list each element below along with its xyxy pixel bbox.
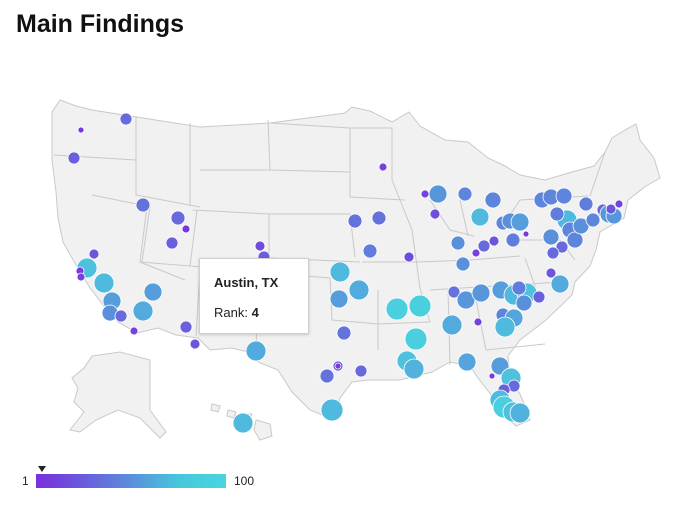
legend-min-label: 1	[22, 474, 29, 488]
city-dot[interactable]	[532, 290, 546, 304]
city-dot[interactable]	[329, 261, 351, 283]
color-legend: 1 100	[0, 464, 300, 504]
city-dot[interactable]	[511, 280, 527, 296]
city-dot[interactable]	[319, 368, 335, 384]
city-dot[interactable]	[555, 187, 573, 205]
city-dot[interactable]	[505, 232, 521, 248]
us-mainland-shape	[51, 99, 661, 427]
city-dot[interactable]	[254, 240, 266, 252]
city-dot[interactable]	[135, 197, 151, 213]
city-dot[interactable]	[566, 231, 584, 249]
city-dot[interactable]	[471, 248, 481, 258]
city-dot[interactable]	[93, 272, 115, 294]
city-dot[interactable]	[420, 189, 430, 199]
city-dot[interactable]	[354, 364, 368, 378]
city-dot[interactable]	[334, 362, 342, 370]
city-dot[interactable]	[114, 309, 128, 323]
city-dot[interactable]	[143, 282, 163, 302]
city-dot[interactable]	[347, 213, 363, 229]
city-dot[interactable]	[550, 274, 570, 294]
city-dot[interactable]	[441, 314, 463, 336]
tooltip-rank-value: 4	[251, 305, 259, 320]
city-dot[interactable]	[336, 325, 352, 341]
city-tooltip: Austin, TX Rank: 4	[199, 258, 309, 334]
city-dot[interactable]	[362, 243, 378, 259]
city-dot[interactable]	[473, 317, 483, 327]
city-dot[interactable]	[477, 239, 491, 253]
city-dot[interactable]	[429, 208, 441, 220]
alaska-shape	[69, 351, 167, 439]
page-title: Main Findings	[16, 10, 185, 38]
city-dot[interactable]	[170, 210, 186, 226]
city-dot[interactable]	[450, 235, 466, 251]
city-dots	[67, 112, 624, 434]
city-dot[interactable]	[542, 228, 560, 246]
city-dot[interactable]	[549, 206, 565, 222]
city-dot[interactable]	[585, 212, 601, 228]
city-dot[interactable]	[371, 210, 387, 226]
city-dot[interactable]	[408, 294, 432, 318]
hawaii-shape	[210, 403, 273, 441]
city-dot[interactable]	[378, 162, 388, 172]
city-dot[interactable]	[471, 283, 491, 303]
city-dot[interactable]	[470, 207, 490, 227]
city-dot[interactable]	[494, 316, 516, 338]
city-dot[interactable]	[457, 186, 473, 202]
tooltip-rank: Rank: 4	[214, 305, 259, 320]
city-dot[interactable]	[129, 326, 139, 336]
city-dot[interactable]	[67, 151, 81, 165]
city-dot[interactable]	[403, 358, 425, 380]
city-dot[interactable]	[119, 112, 133, 126]
city-dot[interactable]	[488, 372, 496, 380]
city-dot[interactable]	[132, 300, 154, 322]
city-dot[interactable]	[232, 412, 254, 434]
city-dot[interactable]	[403, 251, 415, 263]
city-dot[interactable]	[515, 294, 533, 312]
city-dot[interactable]	[165, 236, 179, 250]
city-dot[interactable]	[179, 320, 193, 334]
city-dot[interactable]	[455, 256, 471, 272]
tooltip-rank-label: Rank:	[214, 305, 248, 320]
city-dot[interactable]	[545, 267, 557, 279]
city-dot[interactable]	[555, 240, 569, 254]
city-dot[interactable]	[88, 248, 100, 260]
city-dot[interactable]	[181, 224, 191, 234]
city-dot[interactable]	[510, 212, 530, 232]
city-dot[interactable]	[522, 230, 530, 238]
city-dot[interactable]	[578, 196, 594, 212]
city-dot[interactable]	[77, 126, 85, 134]
city-dot[interactable]	[428, 184, 448, 204]
city-dot[interactable]	[76, 272, 86, 282]
city-dot[interactable]	[614, 199, 624, 209]
city-dot[interactable]	[404, 327, 428, 351]
city-dot[interactable]	[457, 352, 477, 372]
city-dot[interactable]	[189, 338, 201, 350]
city-dot[interactable]	[447, 285, 461, 299]
city-dot[interactable]	[245, 340, 267, 362]
city-dot[interactable]	[605, 203, 617, 215]
city-dot[interactable]	[484, 191, 502, 209]
tooltip-city: Austin, TX	[214, 275, 279, 290]
city-dot[interactable]	[488, 235, 500, 247]
city-dot[interactable]	[385, 297, 409, 321]
city-dot[interactable]	[509, 402, 531, 424]
city-dot[interactable]	[348, 279, 370, 301]
city-dot[interactable]	[329, 289, 349, 309]
legend-max-label: 100	[234, 474, 255, 488]
city-dot[interactable]	[546, 246, 560, 260]
city-dot[interactable]	[320, 398, 344, 422]
legend-gradient-bar	[36, 474, 226, 488]
legend-marker	[38, 466, 46, 472]
